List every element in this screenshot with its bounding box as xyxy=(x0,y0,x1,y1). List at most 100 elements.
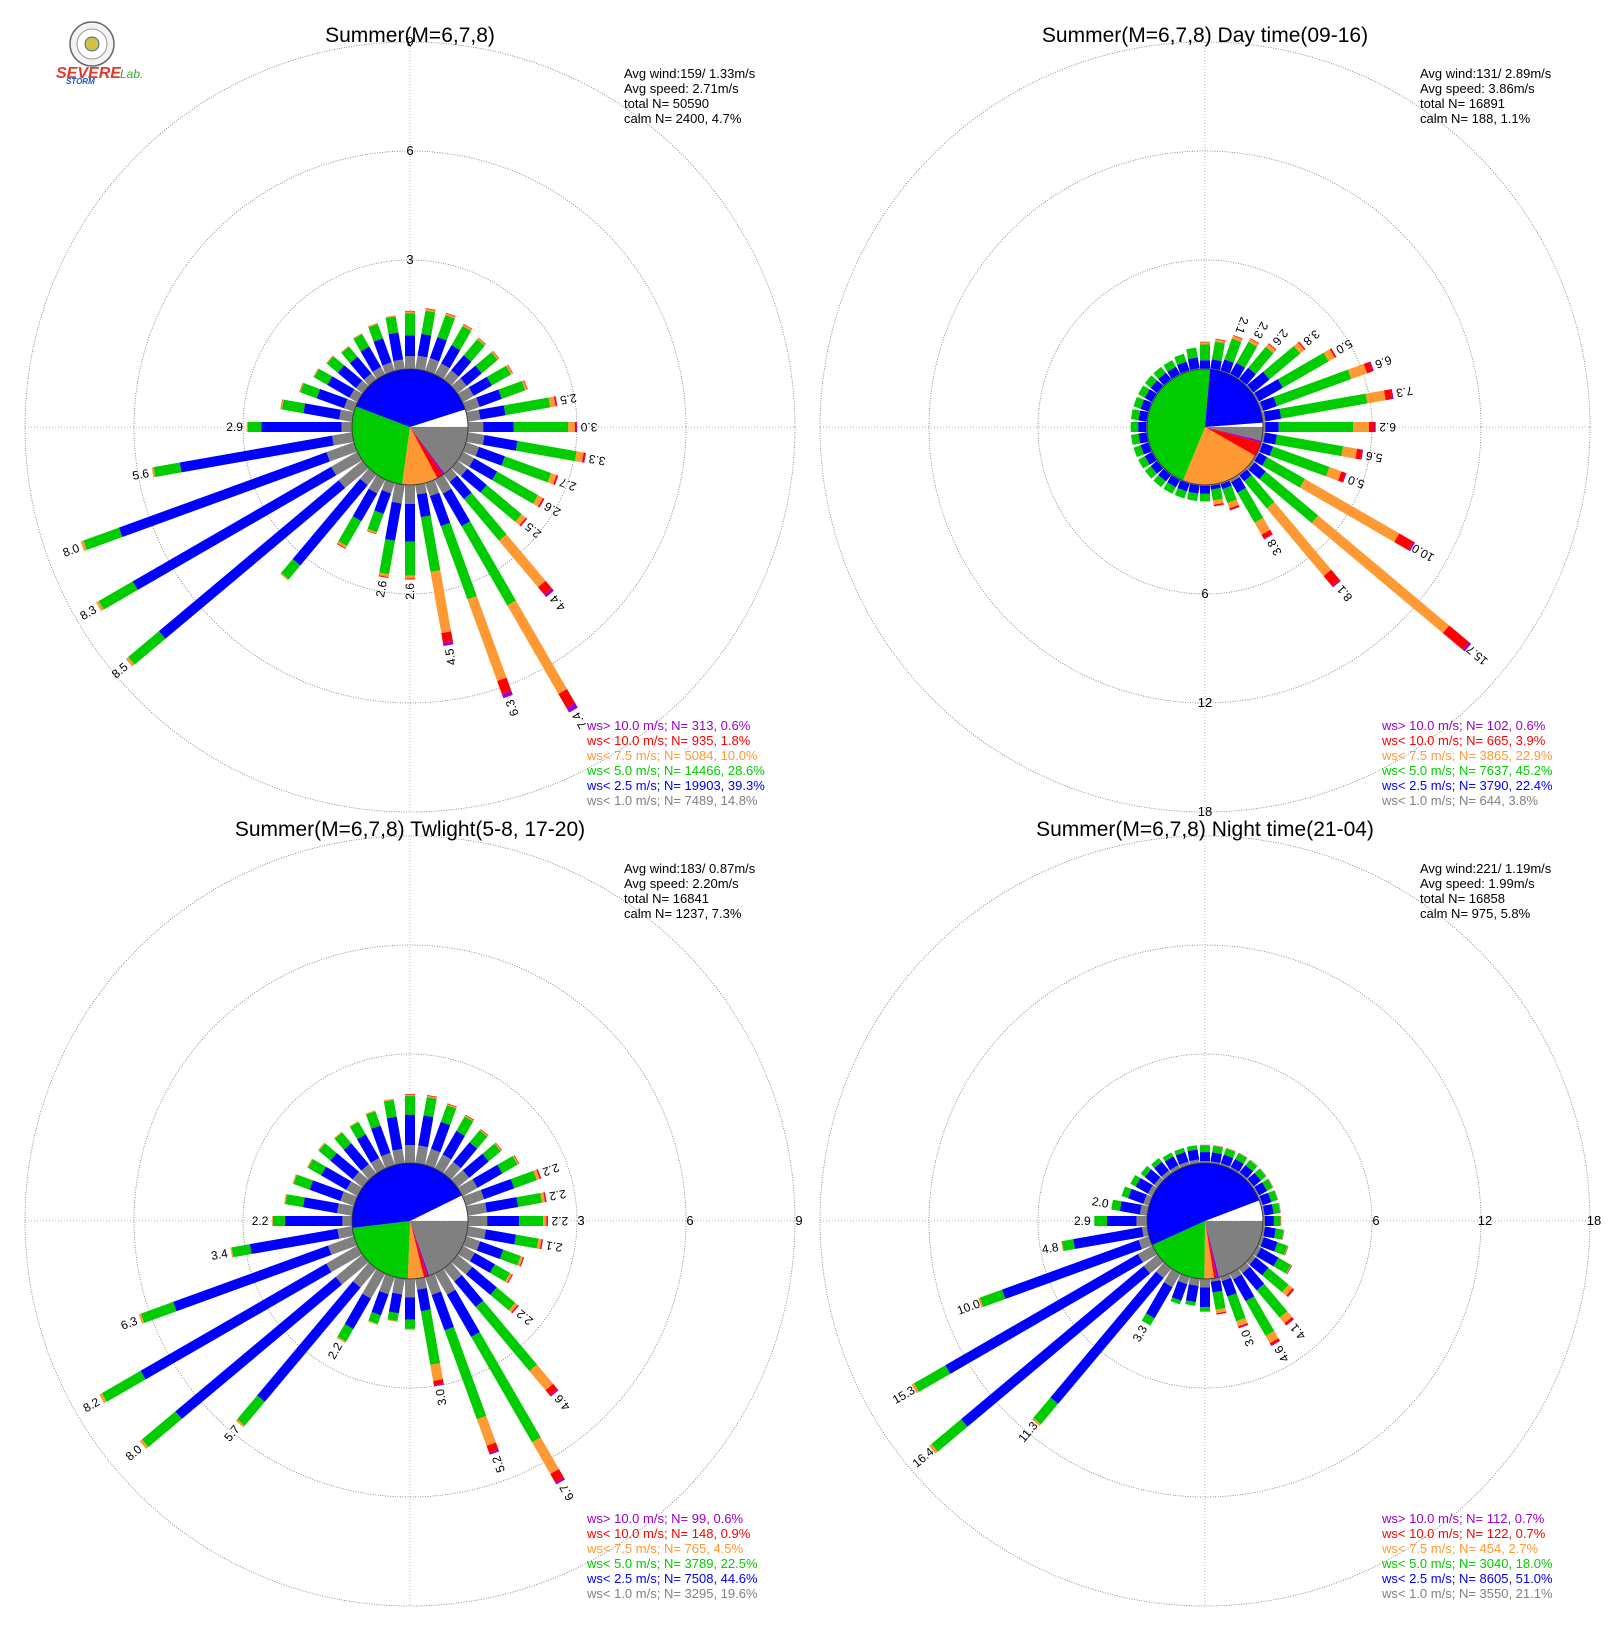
bar-segment xyxy=(1408,541,1416,552)
legend-entry: ws< 7.5 m/s; N= 5084, 10.0% xyxy=(586,748,758,763)
legend-entry: ws< 10.0 m/s; N= 935, 1.8% xyxy=(586,733,751,748)
bar-segment xyxy=(249,1228,340,1255)
bar-segment xyxy=(379,1273,395,1295)
logo-text-lab: Lab. xyxy=(120,67,143,81)
bar-segment xyxy=(462,397,480,412)
direction-bar-210 xyxy=(336,474,386,549)
bar-segment xyxy=(1259,1192,1272,1206)
pie-slice xyxy=(410,427,468,474)
direction-bar-340 xyxy=(1174,1147,1190,1169)
bar-segment xyxy=(445,313,456,319)
direction-bar-180 xyxy=(1200,485,1210,502)
ring-6 xyxy=(133,944,687,1498)
bar-segment xyxy=(1261,529,1273,539)
direction-bar-250 xyxy=(138,1236,358,1324)
bar-segment xyxy=(405,311,415,314)
direction-bar-100 xyxy=(1261,1226,1285,1240)
bar-segment xyxy=(1298,341,1306,351)
bar-segment xyxy=(508,1302,518,1313)
bar-total-label: 5.6 xyxy=(131,466,150,483)
bar-segment xyxy=(478,337,487,345)
direction-bar-190 xyxy=(1187,483,1200,502)
bar-total-label: 2.2 xyxy=(325,1340,346,1362)
bar-segment xyxy=(1229,1166,1240,1174)
bar-segment xyxy=(425,358,440,375)
direction-bar-280 xyxy=(1130,409,1149,422)
bar-segment xyxy=(443,1262,462,1282)
bar-segment xyxy=(335,1254,369,1285)
bar-segment xyxy=(1167,366,1181,379)
bar-total-label: 3.0 xyxy=(433,1388,450,1407)
bar-segment xyxy=(434,474,452,494)
bar-segment xyxy=(1210,1277,1221,1282)
bar-segment xyxy=(1220,479,1230,485)
bar-segment xyxy=(1174,488,1187,499)
direction-bar-30 xyxy=(1229,338,1260,380)
bar-segment xyxy=(1143,1254,1164,1274)
bar-segment xyxy=(501,456,552,483)
bar-segment xyxy=(1211,341,1225,362)
bar-segment xyxy=(281,399,306,414)
bar-total-label: 4.6 xyxy=(1271,1343,1292,1365)
direction-bar-10 xyxy=(1210,338,1226,371)
bar-segment xyxy=(1238,1322,1248,1328)
bar-total-label: 8.2 xyxy=(81,1395,103,1416)
bar-segment xyxy=(568,422,575,432)
bar-segment xyxy=(480,1128,489,1136)
bar-segment xyxy=(1222,485,1237,503)
bar-segment xyxy=(462,1153,489,1178)
bar-segment xyxy=(1285,1318,1294,1326)
bar-segment xyxy=(99,1393,107,1404)
bar-segment xyxy=(327,376,355,398)
bar-segment xyxy=(1262,422,1266,432)
bar-segment xyxy=(1252,451,1260,462)
bar-segment xyxy=(1226,1147,1236,1152)
bar-segment xyxy=(96,600,104,612)
bar-segment xyxy=(533,1169,540,1181)
bar-segment xyxy=(1186,1145,1198,1152)
pie-slice xyxy=(407,1221,425,1279)
bar-segment xyxy=(1238,378,1247,386)
bar-segment xyxy=(1133,445,1144,458)
bar-segment xyxy=(1200,1145,1210,1153)
bar-segment xyxy=(416,492,431,518)
bar-segment xyxy=(340,345,349,353)
direction-bar-80 xyxy=(1261,1202,1281,1216)
bar-segment xyxy=(1261,432,1265,443)
bar-segment xyxy=(128,631,166,665)
bar-segment xyxy=(1200,1161,1210,1163)
bar-total-label: 2.5 xyxy=(522,519,544,541)
bar-segment xyxy=(299,382,304,393)
bar-segment xyxy=(405,1297,415,1320)
panel-title: Summer(M=6,7,8) Night time(21-04) xyxy=(1036,818,1374,841)
bar-segment xyxy=(387,1311,399,1322)
ring-label-6: 6 xyxy=(406,143,413,158)
bar-segment xyxy=(1239,367,1256,386)
pie-slice xyxy=(1146,369,1211,481)
pie-slice xyxy=(1205,1221,1220,1278)
bar-segment xyxy=(1213,1145,1224,1148)
bar-segment xyxy=(1140,1165,1152,1177)
direction-bar-20 xyxy=(425,312,456,375)
bar-segment xyxy=(1130,422,1139,432)
bar-segment xyxy=(1269,1338,1280,1346)
bar-segment xyxy=(352,1262,377,1288)
bar-total-label: 2.0 xyxy=(1091,1194,1110,1211)
bar-segment xyxy=(1153,366,1166,380)
bar-segment xyxy=(477,338,486,346)
bar-segment xyxy=(1001,1239,1142,1299)
legend-entry: ws< 5.0 m/s; N= 14466, 28.6% xyxy=(586,763,765,778)
bar-total-label: 3.0 xyxy=(1238,1327,1257,1348)
bar-segment xyxy=(537,1169,542,1179)
bar-segment xyxy=(1163,1268,1181,1288)
pie-slice xyxy=(1205,1221,1263,1278)
bar-segment xyxy=(485,1197,519,1213)
bar-segment xyxy=(1246,460,1255,470)
direction-bar-110 xyxy=(1257,1236,1289,1256)
bar-segment xyxy=(1329,348,1337,358)
bar-segment xyxy=(449,475,472,500)
bar-segment xyxy=(1238,1152,1248,1158)
bar-segment xyxy=(434,1268,456,1295)
bar-segment xyxy=(374,490,392,514)
bar-segment xyxy=(1261,1226,1266,1237)
